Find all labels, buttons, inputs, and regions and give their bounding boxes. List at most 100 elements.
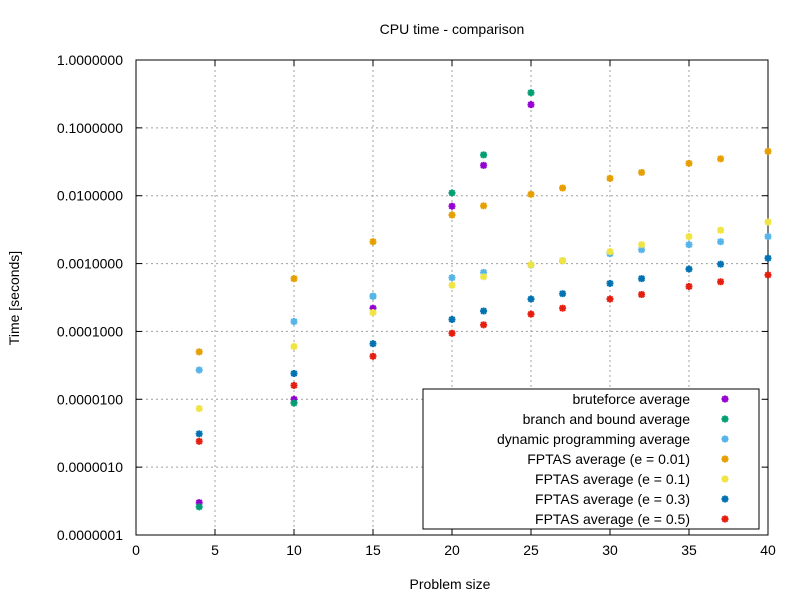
y-tick-label: 1.0000000 bbox=[57, 52, 123, 68]
x-tick-label: 5 bbox=[211, 542, 219, 558]
data-point bbox=[685, 159, 693, 167]
y-tick-label: 0.0000100 bbox=[57, 391, 123, 407]
legend-label: FPTAS average (e = 0.1) bbox=[535, 471, 690, 487]
data-point bbox=[290, 369, 298, 377]
data-point bbox=[685, 233, 693, 241]
series-4 bbox=[195, 218, 772, 413]
legend-label: FPTAS average (e = 0.5) bbox=[535, 511, 690, 527]
data-point bbox=[195, 437, 203, 445]
data-point bbox=[369, 352, 377, 360]
legend-marker bbox=[721, 415, 729, 423]
data-point bbox=[527, 101, 535, 109]
series-2 bbox=[195, 233, 772, 374]
data-point bbox=[195, 366, 203, 374]
data-point bbox=[195, 503, 203, 511]
data-point bbox=[606, 279, 614, 287]
data-point bbox=[448, 315, 456, 323]
data-point bbox=[448, 202, 456, 210]
data-point bbox=[559, 257, 567, 265]
data-point bbox=[638, 241, 646, 249]
y-tick-label: 0.0001000 bbox=[57, 323, 123, 339]
data-point bbox=[764, 254, 772, 262]
data-point bbox=[717, 238, 725, 246]
legend-label: dynamic programming average bbox=[497, 431, 690, 447]
data-point bbox=[527, 89, 535, 97]
chart-title: CPU time - comparison bbox=[380, 21, 525, 37]
y-tick-label: 0.1000000 bbox=[57, 120, 123, 136]
data-point bbox=[685, 282, 693, 290]
data-point bbox=[195, 405, 203, 413]
data-point bbox=[685, 265, 693, 273]
legend-label: branch and bound average bbox=[523, 411, 691, 427]
data-point bbox=[527, 190, 535, 198]
legend-marker bbox=[721, 435, 729, 443]
data-point bbox=[448, 211, 456, 219]
legend: bruteforce average branch and bound avera… bbox=[422, 388, 760, 530]
data-point bbox=[369, 340, 377, 348]
legend-label: bruteforce average bbox=[572, 391, 690, 407]
data-point bbox=[480, 273, 488, 281]
y-tick-label: 0.0000001 bbox=[57, 527, 123, 543]
data-point bbox=[764, 233, 772, 241]
series-3 bbox=[195, 147, 772, 356]
data-point bbox=[764, 218, 772, 226]
data-point bbox=[764, 147, 772, 155]
legend-marker bbox=[721, 515, 729, 523]
legend-label: FPTAS average (e = 0.01) bbox=[527, 451, 690, 467]
data-point bbox=[638, 275, 646, 283]
x-tick-label: 0 bbox=[132, 542, 140, 558]
data-points bbox=[195, 89, 772, 511]
data-point bbox=[559, 304, 567, 312]
data-point bbox=[717, 278, 725, 286]
x-tick-label: 25 bbox=[523, 542, 539, 558]
data-point bbox=[480, 151, 488, 159]
data-point bbox=[527, 310, 535, 318]
x-axis-label: Problem size bbox=[410, 576, 491, 592]
y-tick-label: 0.0010000 bbox=[57, 256, 123, 272]
y-tick-label: 0.0100000 bbox=[57, 188, 123, 204]
data-point bbox=[369, 309, 377, 317]
data-point bbox=[480, 307, 488, 315]
data-point bbox=[606, 295, 614, 303]
data-point bbox=[638, 168, 646, 176]
data-point bbox=[606, 248, 614, 256]
series-6 bbox=[195, 271, 772, 445]
series-5 bbox=[195, 254, 772, 438]
data-point bbox=[527, 261, 535, 269]
data-point bbox=[606, 174, 614, 182]
data-point bbox=[559, 184, 567, 192]
legend-marker bbox=[721, 455, 729, 463]
data-point bbox=[290, 318, 298, 326]
data-point bbox=[448, 281, 456, 289]
x-tick-label: 20 bbox=[444, 542, 460, 558]
x-tick-label: 15 bbox=[365, 542, 381, 558]
legend-label: FPTAS average (e = 0.3) bbox=[535, 491, 690, 507]
data-point bbox=[290, 342, 298, 350]
data-point bbox=[717, 226, 725, 234]
data-point bbox=[290, 399, 298, 407]
legend-box bbox=[422, 388, 760, 530]
data-point bbox=[480, 321, 488, 329]
data-point bbox=[290, 381, 298, 389]
y-axis: 0.0000001 0.0000010 0.0000100 0.0001000 0.00… bbox=[57, 52, 768, 543]
data-point bbox=[480, 202, 488, 210]
data-point bbox=[448, 274, 456, 282]
data-point bbox=[195, 430, 203, 438]
data-point bbox=[527, 295, 535, 303]
legend-marker bbox=[721, 475, 729, 483]
data-point bbox=[448, 329, 456, 337]
data-point bbox=[717, 155, 725, 163]
data-point bbox=[638, 291, 646, 299]
y-tick-label: 0.0000010 bbox=[57, 459, 123, 475]
data-point bbox=[369, 238, 377, 246]
data-point bbox=[369, 292, 377, 300]
data-point bbox=[448, 189, 456, 197]
x-tick-label: 40 bbox=[760, 542, 776, 558]
data-point bbox=[290, 275, 298, 283]
x-tick-label: 35 bbox=[681, 542, 697, 558]
x-axis: 0 5 10 15 20 25 30 35 40 bbox=[132, 60, 776, 558]
data-point bbox=[559, 290, 567, 298]
y-axis-label: Time [seconds] bbox=[6, 251, 22, 345]
legend-marker bbox=[721, 395, 729, 403]
